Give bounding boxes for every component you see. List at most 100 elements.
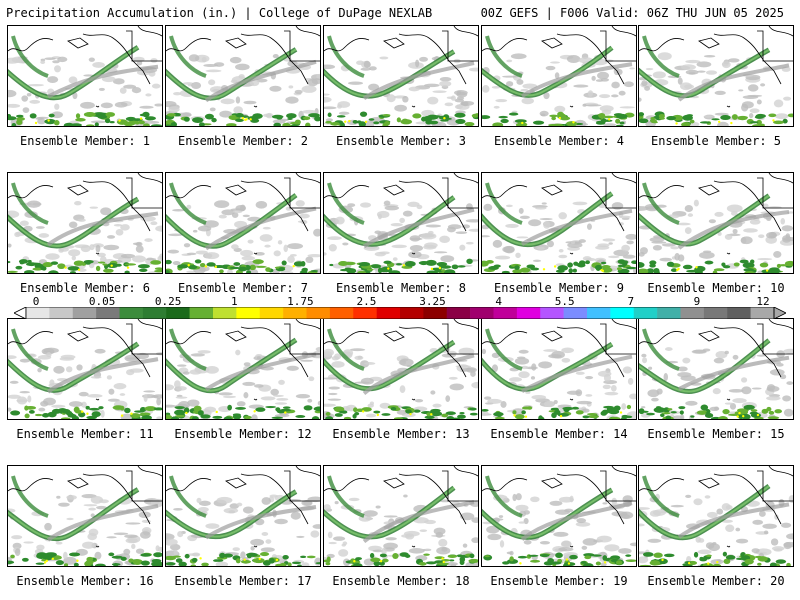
map-layer — [8, 182, 162, 273]
ensemble-member-label: Ensemble Member: 7 — [177, 281, 309, 295]
map-layer — [324, 328, 478, 419]
ensemble-member-label: Ensemble Member: 6 — [19, 281, 151, 295]
colorbar-swatch — [587, 307, 611, 319]
coastline-layer — [482, 319, 636, 401]
map-layer — [324, 475, 478, 566]
colorbar-tick-label: 5.5 — [554, 295, 575, 308]
ensemble-member-label: Ensemble Member: 11 — [16, 427, 154, 441]
coastline-layer — [166, 173, 320, 255]
colorbar-swatch — [166, 307, 190, 319]
coastline-layer — [482, 26, 636, 108]
map-layer — [324, 35, 478, 126]
colorbar-swatch — [26, 307, 50, 319]
colorbar-swatch — [72, 307, 97, 319]
ensemble-member-map — [165, 172, 321, 274]
ensemble-member-label: Ensemble Member: 10 — [647, 281, 785, 295]
coastline-layer — [639, 319, 793, 401]
colorbar-tick-label: 2.5 — [356, 295, 377, 308]
ensemble-member-label: Ensemble Member: 18 — [332, 574, 470, 588]
ensemble-member-map — [638, 465, 794, 567]
colorbar-swatch — [540, 307, 564, 319]
colorbar-swatch — [283, 307, 307, 319]
colorbar-tick-label: 0 — [32, 295, 40, 308]
colorbar-swatch — [49, 307, 74, 319]
map-layer — [639, 475, 793, 566]
colorbar-swatch — [563, 307, 588, 319]
ensemble-member-label: Ensemble Member: 16 — [16, 574, 154, 588]
colorbar-right-arrow — [773, 307, 786, 319]
header-title-right: 00Z GEFS | F006 Valid: 06Z THU JUN 05 20… — [480, 6, 784, 20]
ensemble-member-map — [481, 25, 637, 127]
ensemble-member-map — [638, 25, 794, 127]
colorbar-swatch — [353, 307, 377, 319]
ensemble-member-map — [323, 172, 479, 274]
colorbar-swatch — [142, 307, 167, 319]
coastline-layer — [324, 319, 478, 401]
ensemble-member-label: Ensemble Member: 20 — [647, 574, 785, 588]
ensemble-member-label: Ensemble Member: 8 — [335, 281, 467, 295]
coastline-layer — [166, 466, 320, 548]
ensemble-member-map — [481, 465, 637, 567]
coastline-layer — [8, 26, 162, 108]
ensemble-member-map — [7, 318, 163, 420]
map-layer — [482, 475, 636, 566]
map-layer — [324, 182, 478, 273]
map-layer — [8, 475, 162, 566]
colorbar-swatch — [703, 307, 728, 319]
ensemble-member-label: Ensemble Member: 1 — [19, 134, 151, 148]
colorbar-swatch — [610, 307, 635, 319]
ensemble-member-label: Ensemble Member: 4 — [493, 134, 625, 148]
colorbar-swatch — [633, 307, 658, 319]
coastline-layer — [482, 173, 636, 255]
colorbar-swatch — [657, 307, 681, 319]
colorbar-swatch — [727, 307, 751, 319]
coastline-layer — [8, 173, 162, 255]
colorbar-swatch — [329, 307, 354, 319]
ensemble-member-map — [638, 318, 794, 420]
colorbar-swatch — [213, 307, 237, 319]
map-layer — [8, 328, 162, 419]
map-layer — [639, 35, 793, 126]
colorbar-tick-label: 0.25 — [154, 295, 182, 308]
ensemble-member-map — [165, 318, 321, 420]
colorbar-left-arrow — [14, 307, 27, 319]
coastline-layer — [8, 319, 162, 401]
colorbar-swatch — [400, 307, 424, 319]
colorbar-swatch — [446, 307, 471, 319]
precip-colorbar — [14, 307, 786, 319]
ensemble-member-map — [323, 25, 479, 127]
colorbar-swatch — [680, 307, 705, 319]
coastline-layer — [324, 466, 478, 548]
colorbar-tick-label: 1 — [230, 295, 238, 308]
ensemble-member-label: Ensemble Member: 14 — [490, 427, 628, 441]
ensemble-member-map — [481, 318, 637, 420]
colorbar-tick-label: 3.25 — [419, 295, 446, 308]
colorbar-swatch — [493, 307, 518, 319]
ensemble-member-map — [638, 172, 794, 274]
ensemble-member-map — [7, 25, 163, 127]
colorbar-swatch — [236, 307, 261, 319]
ensemble-member-map — [7, 172, 163, 274]
map-layer — [639, 328, 793, 419]
ensemble-member-map — [165, 25, 321, 127]
colorbar-swatch — [259, 307, 284, 319]
coastline-layer — [324, 26, 478, 108]
ensemble-member-label: Ensemble Member: 2 — [177, 134, 309, 148]
map-layer — [482, 328, 636, 419]
ensemble-member-label: Ensemble Member: 12 — [174, 427, 312, 441]
colorbar-swatch — [119, 307, 144, 319]
coastline-layer — [639, 26, 793, 108]
ensemble-member-map — [481, 172, 637, 274]
colorbar-swatch — [750, 307, 775, 319]
colorbar-swatch — [516, 307, 541, 319]
ensemble-member-label: Ensemble Member: 13 — [332, 427, 470, 441]
map-layer — [639, 182, 793, 273]
map-layer — [482, 182, 636, 273]
colorbar-tick-label: 4 — [495, 295, 502, 308]
map-layer — [482, 35, 635, 126]
coastline-layer — [166, 319, 320, 401]
colorbar-tick-label: 12 — [756, 295, 770, 308]
coastline-layer — [324, 173, 478, 255]
map-layer — [166, 328, 320, 419]
coastline-layer — [639, 466, 793, 548]
